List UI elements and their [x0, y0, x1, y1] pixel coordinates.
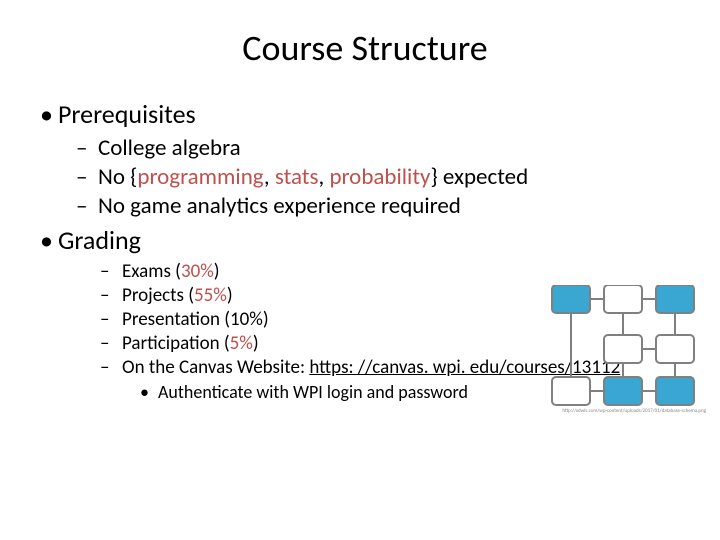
- bullet-icon: •: [40, 98, 58, 130]
- grading-item-text: Exams (30%): [122, 260, 220, 283]
- text-run: No game analytics experience required: [98, 192, 461, 220]
- dash-bullet-icon: –: [100, 284, 122, 307]
- diagram-caption: http://xdwls.com/wp-content/uploads/2017…: [562, 408, 706, 414]
- bullet-icon: •: [140, 381, 158, 403]
- grading-subnote-text: Authenticate with WPI login and password: [158, 381, 468, 403]
- dash-bullet-icon: –: [100, 356, 122, 379]
- prereq-item: –College algebra: [76, 134, 690, 162]
- text-run: Participation (: [122, 332, 230, 355]
- accent-text: 5%: [230, 332, 253, 355]
- bullet-icon: •: [40, 224, 58, 256]
- accent-text: 30%: [181, 260, 214, 283]
- dash-bullet-icon: –: [100, 260, 122, 283]
- accent-text: probability: [329, 163, 430, 191]
- text-run: College algebra: [98, 134, 241, 162]
- prereq-heading-text: Prerequisites: [58, 98, 196, 130]
- prereq-item: –No game analytics experience required: [76, 192, 690, 220]
- prereq-heading: • Prerequisites: [40, 98, 690, 130]
- text-run: } expected: [430, 163, 528, 191]
- database-schema-diagram: [542, 285, 702, 409]
- dash-bullet-icon: –: [100, 332, 122, 355]
- text-run: ): [227, 284, 233, 307]
- text-run: Projects (: [122, 284, 194, 307]
- accent-text: 55%: [194, 284, 227, 307]
- grading-item: –Exams (30%): [100, 260, 690, 283]
- grading-item-text: Projects (55%): [122, 284, 233, 307]
- slide-title: Course Structure: [40, 26, 690, 70]
- prereq-item-text: No {programming, stats, probability} exp…: [98, 163, 528, 191]
- grading-heading-text: Grading: [58, 224, 141, 256]
- dash-bullet-icon: –: [76, 134, 98, 162]
- dash-bullet-icon: –: [76, 163, 98, 191]
- text-run: ,: [319, 163, 330, 191]
- text-run: ): [253, 332, 259, 355]
- accent-text: stats: [275, 163, 319, 191]
- text-run: No {: [98, 163, 137, 191]
- text-run: Presentation (10%): [122, 308, 269, 331]
- grading-heading: • Grading: [40, 224, 690, 256]
- grading-item-text: Presentation (10%): [122, 308, 269, 331]
- prereq-item-text: No game analytics experience required: [98, 192, 461, 220]
- dash-bullet-icon: –: [76, 192, 98, 220]
- prereq-item: –No {programming, stats, probability} ex…: [76, 163, 690, 191]
- accent-text: programming: [137, 163, 263, 191]
- text-run: ): [214, 260, 220, 283]
- grading-item-text: Participation (5%): [122, 332, 259, 355]
- text-run: On the Canvas Website:: [122, 356, 309, 379]
- dash-bullet-icon: –: [100, 308, 122, 331]
- text-run: Exams (: [122, 260, 181, 283]
- text-run: ,: [264, 163, 275, 191]
- prereq-item-text: College algebra: [98, 134, 241, 162]
